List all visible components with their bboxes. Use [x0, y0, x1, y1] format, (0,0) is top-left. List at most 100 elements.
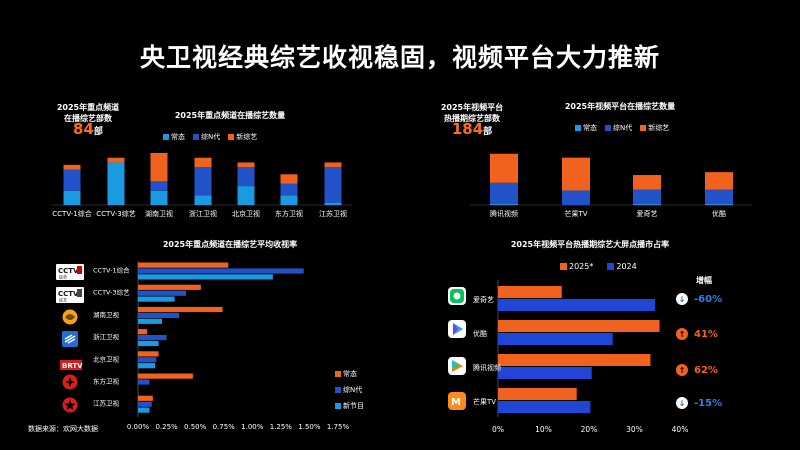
dragon-tv-logo-icon [62, 374, 78, 394]
bar-优酷-常态 [705, 204, 733, 205]
bar-CCTV-1综合-新综艺 [63, 164, 81, 170]
legend-item-changtai: 常态 [575, 123, 597, 133]
bar-CCTV-3综艺-新综艺 [107, 157, 125, 163]
legend-item-new: 新综艺 [228, 132, 257, 142]
bar-北京卫视-常态 [237, 186, 255, 205]
y-tick-label: 浙江卫视 [93, 332, 120, 341]
iqiyi-app-icon [448, 287, 466, 305]
legend-swatch [575, 125, 581, 131]
change-row: ↓ -15% [676, 397, 722, 409]
bar-湖南卫视-综N代 [150, 181, 168, 191]
brtv-logo-text: BRTV [62, 362, 83, 370]
bar-浙江卫视-新综艺 [194, 157, 212, 168]
bar-东方卫视-常态 [280, 195, 298, 205]
bar-江苏卫视-综N代 [324, 167, 342, 203]
bar-腾讯视频-常态 [490, 204, 518, 205]
x-tick-label: 北京卫视 [232, 209, 260, 218]
bar-浙江卫视-综N代 [138, 335, 167, 341]
change-value: 41% [694, 328, 718, 340]
bar-芒果TV-2025* [498, 388, 577, 400]
arrow-up-icon: ↑ [676, 364, 688, 376]
x-tick-label: 1.00% [241, 423, 264, 431]
bar-优酷-2024 [498, 333, 613, 345]
cctv3-logo-icon: CCTV 综艺 [56, 287, 84, 307]
bar-湖南卫视-常态 [150, 190, 168, 205]
y-tick-label: 腾讯视频 [473, 363, 501, 372]
change-row: ↑ 62% [676, 364, 718, 376]
x-tick-label: 芒果TV [564, 209, 587, 218]
x-tick-label: 30% [626, 425, 643, 434]
tv-count-chart-title: 2025年重点频道在播综艺数量 [174, 111, 286, 120]
bar-CCTV-1综合-常态 [63, 190, 81, 205]
bar-爱奇艺-新综艺 [633, 175, 661, 190]
bar-CCTV-3综艺-新节目 [138, 296, 175, 302]
tv-rating-chart-title: 2025年重点频道在播综艺平均收视率 [162, 240, 298, 249]
svg-text:CCTV: CCTV [58, 290, 79, 298]
arrow-down-icon: ↓ [676, 293, 688, 305]
tv-summary-label-1: 2025年重点频道 [56, 103, 120, 112]
x-tick-label: 优酷 [712, 209, 726, 218]
tv-count-legend: 常态 综N代 新综艺 [163, 132, 257, 142]
legend-item-zongn: 综N代 [335, 385, 362, 395]
bar-北京卫视-常态 [138, 351, 159, 357]
x-tick-label: 20% [581, 425, 598, 434]
svg-text:综合: 综合 [59, 274, 67, 280]
y-tick-label: CCTV-3综艺 [93, 288, 130, 297]
legend-label: 综N代 [201, 133, 221, 141]
cctv1-logo-icon: CCTV 综合 [56, 264, 84, 284]
bar-北京卫视-综N代 [237, 167, 255, 187]
bar-东方卫视-常态 [138, 373, 193, 379]
x-tick-label: CCTV-3综艺 [96, 209, 135, 218]
x-tick-label: 1.75% [327, 423, 350, 431]
legend-item-new: 新节目 [335, 401, 364, 411]
page-title: 央卫视经典综艺收视稳固，视频平台大力推新 [139, 43, 660, 72]
bar-芒果TV-新综艺 [562, 157, 590, 191]
bar-江苏卫视-综N代 [138, 401, 152, 407]
y-tick-label: CCTV-1综合 [93, 266, 130, 275]
bar-优酷-新综艺 [705, 172, 733, 190]
tv-summary-label-2: 在播综艺部数 [64, 114, 112, 123]
bar-湖南卫视-新综艺 [150, 153, 168, 182]
x-tick-label: 0.00% [127, 423, 150, 431]
x-tick-label: 爱奇艺 [637, 209, 658, 218]
change-row: ↓ -60% [676, 293, 722, 305]
tencent-video-app-icon [448, 357, 466, 375]
web-count-chart-title: 2025年视频平台在播综艺数量 [564, 102, 676, 111]
x-tick-label: 0% [492, 425, 504, 434]
change-value: -15% [694, 397, 723, 409]
bar-CCTV-3综艺-常态 [138, 284, 201, 290]
x-tick-label: 浙江卫视 [189, 209, 217, 218]
mango-tv-app-icon: M [448, 392, 466, 410]
x-tick-label: 1.25% [270, 423, 293, 431]
legend-item-zongn: 综N代 [193, 132, 220, 142]
legend-label: 2025* [569, 262, 594, 271]
change-value: 62% [694, 364, 718, 376]
bar-浙江卫视-常态 [194, 195, 212, 205]
bar-CCTV-1综合-常态 [138, 262, 229, 268]
source-note: 数据来源：欢网大数据 [28, 425, 98, 433]
bar-爱奇艺-综N代 [633, 189, 661, 205]
bar-东方卫视-综N代 [280, 183, 298, 196]
legend-swatch [607, 263, 615, 270]
web-share-legend: 2025* 2024 [560, 262, 637, 271]
legend-swatch [193, 134, 199, 140]
web-summary-label-2: 热播期综艺部数 [444, 114, 500, 123]
x-tick-label: 0.50% [184, 423, 207, 431]
web-count-legend: 常态 综N代 新综艺 [575, 123, 669, 133]
hunan-tv-logo-icon [62, 309, 78, 329]
x-tick-label: 湖南卫视 [145, 209, 173, 218]
bar-CCTV-1综合-综N代 [138, 268, 304, 274]
y-tick-label: 北京卫视 [93, 354, 120, 363]
tv-rating-legend: 常态 综N代 新节目 [335, 369, 364, 411]
legend-swatch [640, 125, 647, 131]
legend-swatch [335, 371, 341, 377]
tv-summary-unit: 部 [93, 127, 103, 137]
legend-label: 综N代 [613, 124, 633, 132]
change-header: 增幅 [696, 276, 712, 285]
y-tick-label: 江苏卫视 [93, 399, 120, 408]
legend-label: 常态 [343, 370, 357, 378]
legend-swatch [335, 403, 341, 409]
legend-item-changtai: 常态 [335, 369, 357, 379]
bar-浙江卫视-新节目 [138, 340, 159, 347]
